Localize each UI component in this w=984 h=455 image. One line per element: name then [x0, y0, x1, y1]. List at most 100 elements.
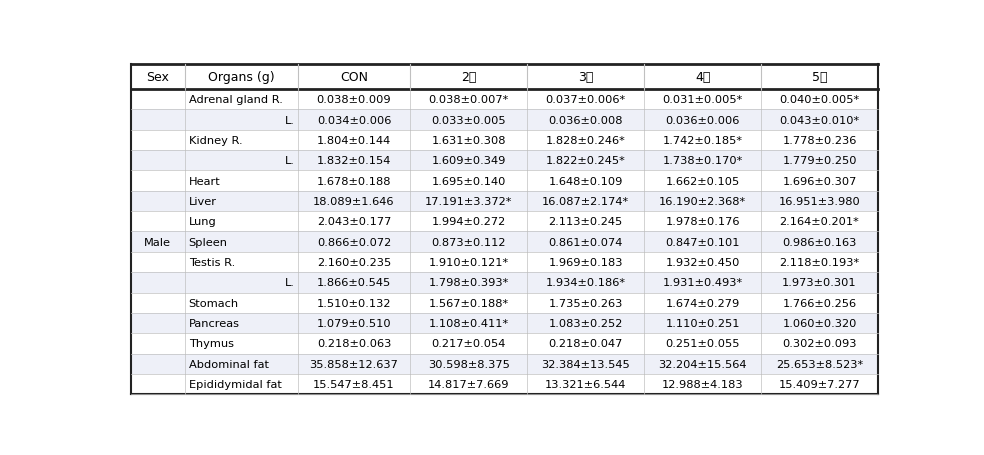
Text: 0.302±0.093: 0.302±0.093 [782, 339, 857, 349]
Text: 35.858±12.637: 35.858±12.637 [310, 359, 399, 369]
Text: 1.567±0.188*: 1.567±0.188* [429, 298, 509, 308]
Text: 2.043±0.177: 2.043±0.177 [317, 217, 392, 227]
Text: 1.110±0.251: 1.110±0.251 [665, 318, 740, 329]
Text: 0.036±0.008: 0.036±0.008 [548, 115, 623, 125]
Text: 1.828±0.246*: 1.828±0.246* [546, 136, 626, 146]
Text: 30.598±8.375: 30.598±8.375 [428, 359, 510, 369]
Text: 1.822±0.245*: 1.822±0.245* [546, 156, 626, 166]
Text: 1.931±0.493*: 1.931±0.493* [662, 278, 743, 288]
Text: 0.031±0.005*: 0.031±0.005* [662, 95, 743, 105]
Bar [131, 252, 878, 273]
Text: Kidney R.: Kidney R. [189, 136, 242, 146]
Bar [131, 273, 878, 293]
Text: L.: L. [284, 278, 294, 288]
Text: 1.695±0.140: 1.695±0.140 [432, 176, 506, 186]
Text: 0.861±0.074: 0.861±0.074 [548, 237, 623, 247]
Text: 2군: 2군 [461, 71, 476, 84]
Text: 0.873±0.112: 0.873±0.112 [432, 237, 506, 247]
Text: 1.866±0.545: 1.866±0.545 [317, 278, 391, 288]
Bar [131, 151, 878, 171]
Text: 1.910±0.121*: 1.910±0.121* [429, 258, 509, 268]
Text: 12.988±4.183: 12.988±4.183 [662, 379, 744, 389]
Text: 0.040±0.005*: 0.040±0.005* [779, 95, 860, 105]
Text: 1.083±0.252: 1.083±0.252 [548, 318, 623, 329]
Bar [131, 334, 878, 354]
Text: 0.033±0.005: 0.033±0.005 [432, 115, 506, 125]
Text: 1.766±0.256: 1.766±0.256 [782, 298, 857, 308]
Text: 18.089±1.646: 18.089±1.646 [313, 197, 395, 207]
Text: Adrenal gland R.: Adrenal gland R. [189, 95, 282, 105]
Text: 1.932±0.450: 1.932±0.450 [665, 258, 740, 268]
Text: 1.510±0.132: 1.510±0.132 [317, 298, 392, 308]
Bar [131, 110, 878, 131]
Text: 1.060±0.320: 1.060±0.320 [782, 318, 857, 329]
Text: CON: CON [340, 71, 368, 84]
Text: 2.113±0.245: 2.113±0.245 [549, 217, 623, 227]
Text: 0.217±0.054: 0.217±0.054 [432, 339, 506, 349]
Bar [131, 90, 878, 110]
Text: 1.804±0.144: 1.804±0.144 [317, 136, 391, 146]
Text: 1.832±0.154: 1.832±0.154 [317, 156, 392, 166]
Text: 1.742±0.185*: 1.742±0.185* [662, 136, 743, 146]
Text: 1.978±0.176: 1.978±0.176 [665, 217, 740, 227]
Text: 17.191±3.372*: 17.191±3.372* [425, 197, 513, 207]
Text: 0.037±0.006*: 0.037±0.006* [546, 95, 626, 105]
Text: 1.079±0.510: 1.079±0.510 [317, 318, 392, 329]
Text: Thymus: Thymus [189, 339, 234, 349]
Text: 15.409±7.277: 15.409±7.277 [778, 379, 860, 389]
Bar [131, 171, 878, 192]
Text: 1.778±0.236: 1.778±0.236 [782, 136, 857, 146]
Text: 1.662±0.105: 1.662±0.105 [665, 176, 740, 186]
Text: 0.866±0.072: 0.866±0.072 [317, 237, 391, 247]
Text: 14.817±7.669: 14.817±7.669 [428, 379, 510, 389]
Text: Epididymidal fat: Epididymidal fat [189, 379, 281, 389]
Text: 1.678±0.188: 1.678±0.188 [317, 176, 392, 186]
Text: 1.631±0.308: 1.631±0.308 [432, 136, 506, 146]
Text: Abdominal fat: Abdominal fat [189, 359, 269, 369]
Bar [131, 192, 878, 212]
Text: 1.108±0.411*: 1.108±0.411* [429, 318, 509, 329]
Bar [131, 374, 878, 394]
Text: 25.653±8.523*: 25.653±8.523* [776, 359, 863, 369]
Text: 0.036±0.006: 0.036±0.006 [665, 115, 740, 125]
Text: 1.969±0.183: 1.969±0.183 [548, 258, 623, 268]
Text: 1.738±0.170*: 1.738±0.170* [662, 156, 743, 166]
Text: 0.034±0.006: 0.034±0.006 [317, 115, 392, 125]
Text: Liver: Liver [189, 197, 216, 207]
Text: L.: L. [284, 115, 294, 125]
Text: Male: Male [145, 237, 171, 247]
Bar [131, 313, 878, 334]
Text: 32.384±13.545: 32.384±13.545 [541, 359, 630, 369]
Text: 0.038±0.007*: 0.038±0.007* [429, 95, 509, 105]
Text: 1.934±0.186*: 1.934±0.186* [546, 278, 626, 288]
Text: 1.609±0.349: 1.609±0.349 [432, 156, 506, 166]
Text: 15.547±8.451: 15.547±8.451 [313, 379, 395, 389]
Text: 0.986±0.163: 0.986±0.163 [782, 237, 857, 247]
Text: 1.674±0.279: 1.674±0.279 [665, 298, 740, 308]
Text: 1.779±0.250: 1.779±0.250 [782, 156, 857, 166]
Text: 16.087±2.174*: 16.087±2.174* [542, 197, 630, 207]
Text: 0.218±0.047: 0.218±0.047 [548, 339, 623, 349]
Text: 16.190±2.368*: 16.190±2.368* [659, 197, 746, 207]
Text: 5군: 5군 [812, 71, 828, 84]
Text: 1.735±0.263: 1.735±0.263 [548, 298, 623, 308]
Text: 2.164±0.201*: 2.164±0.201* [779, 217, 859, 227]
Text: 1.994±0.272: 1.994±0.272 [432, 217, 506, 227]
Text: 2.160±0.235: 2.160±0.235 [317, 258, 391, 268]
Text: Organs (g): Organs (g) [208, 71, 275, 84]
Text: Spleen: Spleen [189, 237, 227, 247]
Text: 0.038±0.009: 0.038±0.009 [317, 95, 392, 105]
Text: Testis R.: Testis R. [189, 258, 235, 268]
Text: 1.696±0.307: 1.696±0.307 [782, 176, 857, 186]
Text: Sex: Sex [147, 71, 169, 84]
Text: 1.973±0.301: 1.973±0.301 [782, 278, 857, 288]
Text: 13.321±6.544: 13.321±6.544 [545, 379, 627, 389]
Text: 1.798±0.393*: 1.798±0.393* [429, 278, 509, 288]
Bar [131, 293, 878, 313]
Text: Heart: Heart [189, 176, 220, 186]
Text: Pancreas: Pancreas [189, 318, 240, 329]
Text: 0.218±0.063: 0.218±0.063 [317, 339, 392, 349]
Text: 32.204±15.564: 32.204±15.564 [658, 359, 747, 369]
Text: Stomach: Stomach [189, 298, 239, 308]
Text: Lung: Lung [189, 217, 216, 227]
